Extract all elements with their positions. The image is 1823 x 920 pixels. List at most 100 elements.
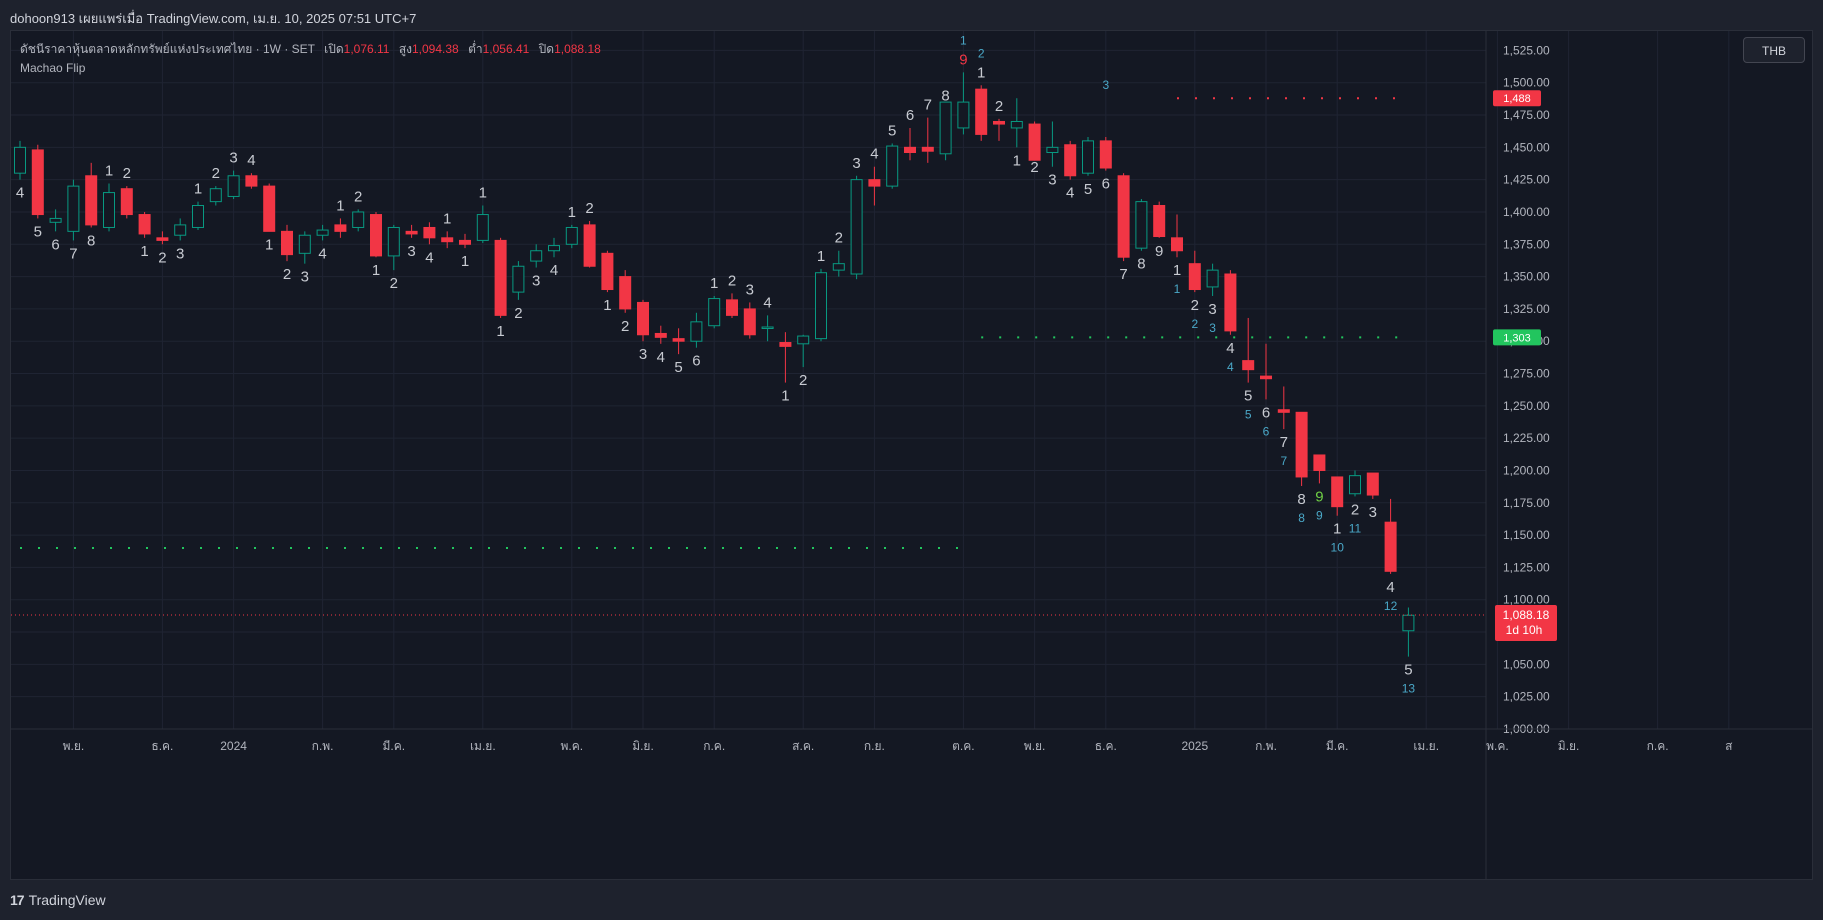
flip-count-label: 12 bbox=[1384, 599, 1398, 613]
publisher-line: dohoon913 เผยแพร่เมื่อ TradingView.com, … bbox=[10, 11, 417, 26]
candle-body bbox=[583, 224, 596, 267]
flip-count-label: 2 bbox=[799, 372, 807, 389]
x-tick-label: ส bbox=[1725, 739, 1733, 753]
flip-count-label: 8 bbox=[941, 88, 949, 105]
last-price-tag bbox=[1495, 605, 1557, 642]
candle-body bbox=[352, 211, 365, 228]
candle-body bbox=[886, 145, 899, 187]
flip-count-label: 8 bbox=[87, 232, 95, 249]
flip-count-label: 3 bbox=[1208, 301, 1216, 318]
flip-count-label: 4 bbox=[1386, 579, 1394, 596]
x-tick-label: ธ.ค. bbox=[1095, 739, 1117, 753]
flip-count-label: 1 bbox=[265, 236, 273, 253]
flip-count-label: 6 bbox=[692, 353, 700, 370]
candle-body bbox=[209, 188, 222, 203]
x-tick-label: เม.ย. bbox=[1413, 739, 1439, 753]
flip-count-label: 1 bbox=[1013, 152, 1021, 169]
candle-body bbox=[1206, 269, 1219, 288]
candle-body bbox=[957, 101, 970, 129]
flip-count-label: 1 bbox=[603, 297, 611, 314]
tradingview-brand[interactable]: 17 TradingView bbox=[10, 892, 106, 908]
flip-count-label: 1 bbox=[496, 323, 504, 340]
candle-body bbox=[1064, 144, 1077, 177]
close-value: 1,088.18 bbox=[554, 42, 601, 56]
brand-name: TradingView bbox=[28, 892, 106, 908]
flip-count-label: 1 bbox=[372, 262, 380, 279]
y-tick-label: 1,175.00 bbox=[1503, 496, 1550, 510]
y-tick-label: 1,150.00 bbox=[1503, 528, 1550, 542]
candle-body bbox=[548, 245, 560, 252]
y-tick-label: 1,100.00 bbox=[1503, 593, 1550, 607]
candle-body bbox=[939, 101, 952, 155]
candle-body bbox=[815, 272, 827, 340]
candle-body bbox=[316, 229, 329, 236]
flip-count-label: 1 bbox=[960, 33, 967, 47]
candle-body bbox=[1135, 201, 1148, 249]
candle-body bbox=[1028, 123, 1041, 161]
candle-body bbox=[1010, 120, 1023, 129]
x-tick-label: มี.ค. bbox=[382, 739, 405, 753]
flip-count-label: 5 bbox=[1084, 181, 1092, 198]
candle-body bbox=[1402, 614, 1415, 632]
flip-count-label: 4 bbox=[550, 262, 558, 279]
y-tick-label: 1,200.00 bbox=[1503, 463, 1550, 477]
flip-count-label: 2 bbox=[1351, 501, 1359, 518]
candle-body bbox=[868, 179, 881, 187]
flip-count-label: 8 bbox=[1137, 256, 1145, 273]
flip-count-label: 2 bbox=[354, 188, 362, 205]
flip-count-label: 11 bbox=[1349, 521, 1362, 535]
flip-count-label: 5 bbox=[1244, 388, 1252, 405]
candle-body bbox=[49, 217, 62, 223]
flip-count-label: 2 bbox=[728, 272, 736, 289]
high-label: สูง bbox=[398, 42, 412, 56]
candle-body bbox=[405, 230, 418, 235]
candle-body bbox=[67, 185, 80, 232]
x-tick-label: ต.ค. bbox=[952, 739, 975, 753]
flip-count-label: 5 bbox=[34, 223, 42, 240]
candle-body bbox=[654, 332, 667, 338]
chart-pane[interactable]: 1,525.00 1,500.00 1,475.00 1,450.00 1,425.00… bbox=[10, 30, 1813, 880]
candle-body bbox=[298, 234, 311, 254]
y-tick-label: 1,500.00 bbox=[1503, 76, 1550, 90]
flip-count-label: 1 bbox=[568, 204, 576, 221]
y-tick-label: 1,475.00 bbox=[1503, 108, 1550, 122]
flip-count-label: 1 bbox=[1173, 262, 1181, 279]
flip-count-label: 6 bbox=[1102, 176, 1110, 193]
y-tick-label: 1,325.00 bbox=[1503, 302, 1550, 316]
level-price-tag bbox=[1493, 90, 1541, 107]
candle-body bbox=[1117, 175, 1130, 258]
candle-body bbox=[726, 299, 738, 316]
flip-count-label: 4 bbox=[1227, 360, 1234, 374]
flip-count-label: 3 bbox=[1209, 321, 1216, 335]
candle-body bbox=[1046, 146, 1059, 154]
currency-button[interactable]: THB bbox=[1743, 37, 1805, 63]
indicator-name[interactable]: Machao Flip bbox=[20, 61, 86, 75]
open-value: 1,076.11 bbox=[343, 42, 390, 56]
candle-body bbox=[192, 205, 204, 228]
flip-count-label: 3 bbox=[407, 243, 415, 260]
x-tick-label: ก.พ. bbox=[1255, 739, 1277, 753]
flip-count-label: 6 bbox=[51, 236, 59, 253]
flip-count-label: 3 bbox=[852, 155, 860, 172]
candle-body bbox=[263, 185, 276, 232]
flip-count-label: 4 bbox=[425, 249, 433, 266]
flip-count-label: 2 bbox=[1191, 297, 1199, 314]
flip-count-label: 7 bbox=[1119, 266, 1127, 283]
candle-body bbox=[476, 214, 489, 241]
flip-count-label: 4 bbox=[1066, 185, 1074, 202]
flip-count-label: 7 bbox=[1280, 454, 1287, 468]
candle-body bbox=[85, 175, 98, 226]
y-tick-label: 1,350.00 bbox=[1503, 270, 1550, 284]
close-label: ปิด bbox=[538, 42, 555, 56]
candle-body bbox=[423, 226, 436, 239]
y-tick-label: 1,425.00 bbox=[1503, 173, 1550, 187]
flip-count-label: 5 bbox=[1404, 662, 1412, 679]
low-value: 1,056.41 bbox=[482, 42, 530, 56]
price-chart[interactable]: 1,525.00 1,500.00 1,475.00 1,450.00 1,425.00… bbox=[11, 31, 1812, 879]
flip-count-label: 3 bbox=[301, 269, 309, 286]
flip-count-label: 1 bbox=[105, 163, 113, 180]
candle-body bbox=[672, 338, 685, 342]
flip-count-label: 2 bbox=[995, 98, 1003, 115]
y-tick-label: 1,375.00 bbox=[1503, 237, 1550, 251]
x-tick-label: เม.ย. bbox=[470, 739, 496, 753]
